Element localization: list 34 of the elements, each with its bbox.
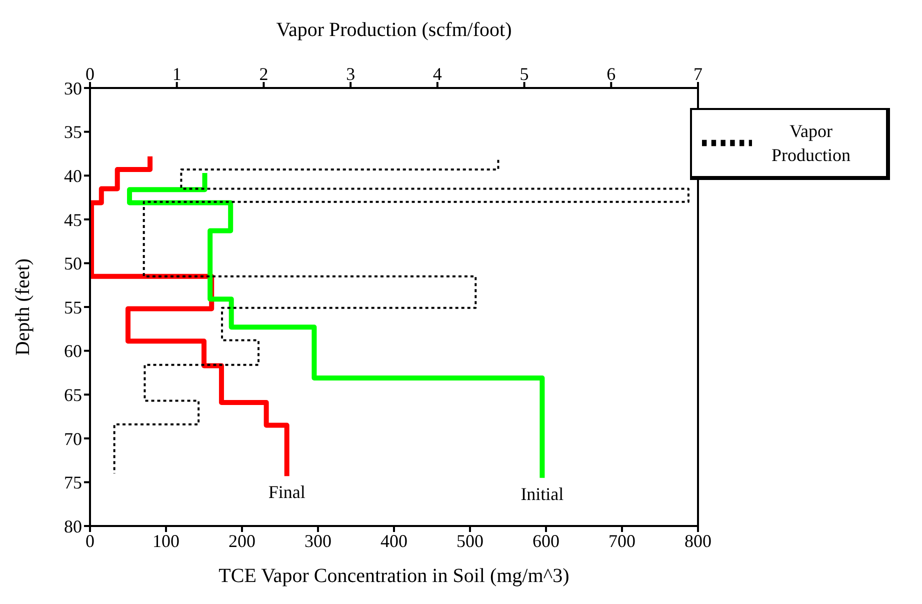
y-tick-label: 65 [64, 384, 82, 405]
x-tick-label: 600 [532, 530, 560, 551]
y-tick-label: 80 [64, 516, 82, 536]
x-tick-label: 700 [608, 530, 636, 551]
x-axis-title: TCE Vapor Concentration in Soil (mg/m^3) [218, 565, 570, 587]
y-tick-label: 55 [64, 297, 82, 318]
x-tick-label: 400 [380, 530, 408, 551]
x2-tick-label: 5 [520, 64, 529, 84]
x2-tick-label: 7 [694, 64, 702, 84]
x-tick-label: 100 [152, 530, 180, 551]
series-label: Final [268, 482, 306, 502]
x-tick-label: 800 [684, 530, 712, 551]
x2-tick-label: 2 [259, 64, 268, 84]
x2-tick-label: 1 [172, 64, 182, 84]
y-tick-label: 45 [64, 210, 82, 230]
x2-tick-label: 4 [432, 64, 442, 84]
y-tick-label: 50 [64, 254, 82, 274]
y-tick-label: 30 [64, 78, 82, 98]
x2-axis-title: Vapor Production (scfm/foot) [276, 19, 512, 42]
y-tick-label: 75 [64, 472, 82, 493]
x-tick-label: 200 [228, 530, 256, 551]
y-tick-label: 60 [64, 341, 82, 362]
x2-tick-label: 3 [346, 64, 356, 84]
x2-tick-label: 6 [606, 64, 616, 84]
x-tick-label: 500 [456, 530, 484, 551]
x2-tick-label: 0 [86, 64, 94, 84]
x-tick-label: 0 [86, 530, 94, 551]
series-label: Initial [520, 484, 564, 504]
y-tick-label: 40 [64, 166, 82, 186]
legend-label: Vapor Production [770, 120, 852, 167]
y-axis-title: Depth (feet) [12, 258, 34, 356]
y-tick-label: 70 [64, 428, 82, 449]
y-tick-label: 35 [64, 122, 82, 142]
x-tick-label: 300 [304, 530, 332, 551]
